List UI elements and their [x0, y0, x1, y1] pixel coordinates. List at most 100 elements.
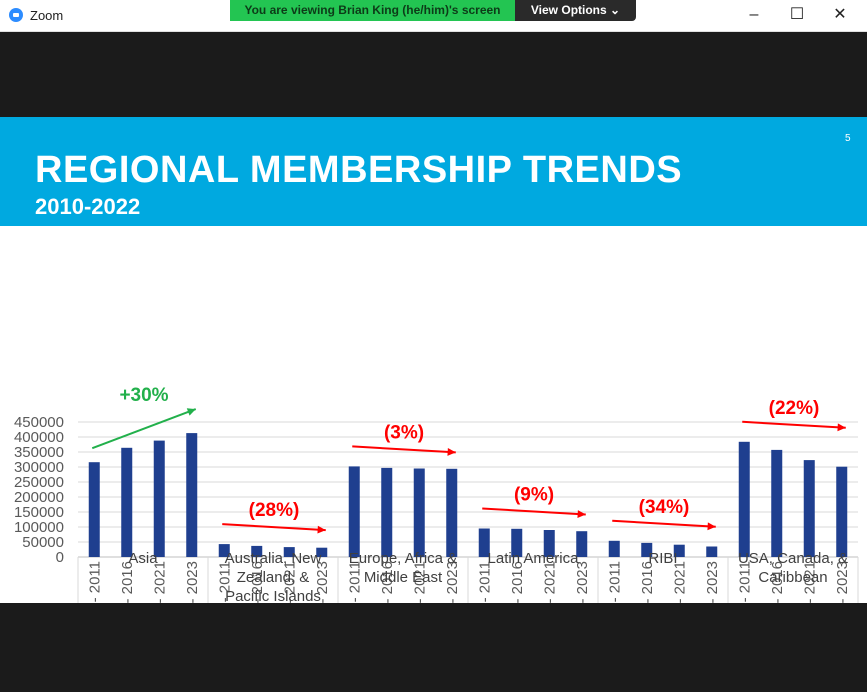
trend-label: (34%) [639, 497, 690, 518]
bar [88, 462, 100, 557]
x-tick-label: 2020 - 2021 [671, 561, 688, 603]
bar [608, 540, 620, 557]
bar [381, 467, 393, 557]
minimize-icon[interactable]: – [749, 6, 759, 23]
bar [511, 528, 523, 557]
group-label: Asia [128, 550, 158, 567]
view-options-button[interactable]: View Options ⌄ [515, 0, 636, 21]
x-tick-label: 2022 - 2023 [184, 561, 201, 603]
trend-label: (9%) [514, 485, 554, 506]
group-label: Pacific Islands [225, 588, 321, 603]
trend-arrow [742, 420, 846, 429]
bar [413, 468, 425, 557]
y-tick-label: 0 [56, 549, 64, 566]
x-tick-label: 2022 - 2023 [314, 561, 331, 603]
x-tick-label: 2022 - 2023 [574, 561, 591, 603]
trend-arrowhead [317, 525, 326, 534]
trend-arrow [482, 507, 586, 516]
x-tick-label: 2020 - 2021 [541, 561, 558, 603]
x-tick-label: 2015 - 2016 [769, 561, 786, 603]
x-tick-label: 2015 - 2016 [509, 561, 526, 603]
bar [673, 544, 685, 557]
bar [186, 433, 198, 557]
slide-subtitle: 2010-2022 [35, 194, 141, 219]
group-label: Middle East [364, 569, 443, 586]
trend-arrow [612, 519, 716, 528]
bar [316, 547, 328, 557]
x-tick-label: 2015 - 2016 [249, 561, 266, 603]
x-tick-label: 2020 - 2021 [801, 561, 818, 603]
bar [576, 531, 588, 557]
x-tick-label: 2010 - 2011 [606, 561, 623, 603]
trend-arrowhead [186, 408, 196, 416]
trend-arrow [222, 523, 326, 532]
bar [348, 466, 360, 557]
shared-slide: REGIONAL MEMBERSHIP TRENDS 2010-2022 5 0… [0, 117, 867, 603]
trend-arrowhead [837, 423, 846, 432]
trend-arrowhead [707, 522, 716, 531]
membership-bar-chart: 0500001000001500002000002500003000003500… [14, 385, 859, 603]
group-label: RIBI [648, 550, 677, 567]
slide-title: REGIONAL MEMBERSHIP TRENDS [35, 149, 683, 191]
slide-number: 5 [845, 133, 851, 144]
y-tick-label: 50000 [22, 534, 64, 551]
bar [803, 460, 815, 557]
bar [218, 544, 230, 557]
bar [121, 447, 133, 557]
group-label: Europe, Africa & [349, 550, 457, 567]
trend-arrow [352, 445, 456, 454]
chevron-down-icon: ⌄ [610, 3, 621, 17]
x-tick-label: 2022 - 2023 [704, 561, 721, 603]
trend-arrowhead [577, 510, 586, 518]
bar [706, 546, 718, 557]
x-tick-label: 2010 - 2011 [346, 561, 363, 603]
x-tick-label: 2010 - 2011 [476, 561, 493, 603]
x-tick-label: 2022 - 2023 [834, 561, 851, 603]
x-tick-label: 2020 - 2021 [411, 561, 428, 603]
group-label: Zealand, & [237, 569, 310, 586]
group-label: Latin America [488, 550, 580, 567]
bar [153, 440, 165, 557]
y-tick-label: 150000 [14, 504, 64, 521]
x-tick-label: 2015 - 2016 [639, 561, 656, 603]
bar [251, 545, 263, 557]
x-tick-label: 2010 - 2011 [736, 561, 753, 603]
view-options-label: View Options [530, 3, 607, 17]
bar [543, 530, 555, 557]
x-tick-label: 2020 - 2021 [281, 561, 298, 603]
y-tick-label: 450000 [14, 414, 64, 431]
video-area-bottom [0, 603, 867, 692]
y-tick-label: 400000 [14, 429, 64, 446]
x-tick-label: 2010 - 2011 [86, 561, 103, 603]
y-tick-label: 100000 [14, 519, 64, 536]
trend-label: (3%) [384, 422, 424, 443]
bar [446, 468, 458, 557]
window-titlebar: Zoom You are viewing Brian King (he/him)… [0, 0, 867, 32]
x-tick-label: 2020 - 2021 [151, 561, 168, 603]
maximize-icon[interactable]: ☐ [789, 6, 805, 23]
group-label: Australia, New [225, 550, 322, 567]
y-tick-label: 250000 [14, 474, 64, 491]
slide-header: REGIONAL MEMBERSHIP TRENDS 2010-2022 5 [0, 117, 867, 226]
bar [836, 466, 848, 557]
bar [283, 547, 295, 557]
trend-label: +30% [119, 385, 168, 406]
bar [738, 441, 750, 557]
trend-arrowhead [447, 448, 456, 456]
x-tick-label: 2022 - 2023 [444, 561, 461, 603]
group-label: Caribbean [758, 569, 827, 586]
close-icon[interactable]: ✕ [833, 6, 847, 23]
bar [478, 528, 490, 557]
trend-label: (22%) [769, 398, 820, 419]
x-tick-label: 2015 - 2016 [119, 561, 136, 603]
y-tick-label: 200000 [14, 489, 64, 506]
trend-label: (28%) [249, 500, 300, 521]
share-banner: You are viewing Brian King (he/him)'s sc… [230, 0, 515, 21]
bar [641, 542, 653, 557]
y-tick-label: 350000 [14, 444, 64, 461]
app-title: Zoom [30, 8, 64, 23]
x-tick-label: 2015 - 2016 [379, 561, 396, 603]
zoom-logo-icon [9, 8, 23, 22]
y-tick-label: 300000 [14, 459, 64, 476]
x-tick-label: 2010 - 2011 [216, 561, 233, 603]
